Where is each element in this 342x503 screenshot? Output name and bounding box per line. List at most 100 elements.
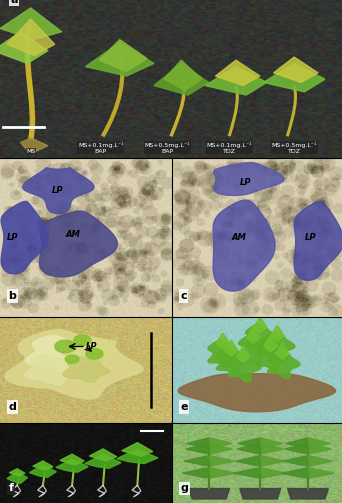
Polygon shape [86, 43, 154, 76]
Polygon shape [247, 327, 260, 344]
Polygon shape [0, 8, 62, 40]
Text: AM: AM [231, 233, 246, 242]
Polygon shape [234, 468, 262, 478]
Polygon shape [209, 438, 232, 448]
Polygon shape [264, 336, 277, 352]
Polygon shape [122, 443, 153, 456]
Polygon shape [214, 162, 284, 196]
Polygon shape [209, 456, 234, 466]
Polygon shape [23, 168, 94, 214]
Text: e: e [180, 402, 188, 412]
Polygon shape [164, 60, 202, 91]
Polygon shape [245, 323, 278, 353]
Text: LP: LP [240, 178, 251, 187]
Text: f: f [9, 483, 14, 493]
Polygon shape [260, 456, 285, 466]
Polygon shape [224, 340, 238, 356]
Polygon shape [99, 40, 147, 71]
Polygon shape [86, 349, 103, 359]
Polygon shape [253, 317, 267, 333]
Text: LP: LP [86, 342, 97, 351]
Polygon shape [26, 336, 96, 372]
Polygon shape [236, 347, 250, 362]
Polygon shape [1, 202, 49, 274]
Polygon shape [21, 138, 48, 152]
Polygon shape [10, 469, 25, 476]
Polygon shape [276, 344, 289, 359]
Polygon shape [308, 456, 333, 466]
Polygon shape [213, 200, 275, 291]
Text: g: g [180, 483, 188, 493]
Text: MS: MS [26, 149, 36, 154]
Polygon shape [281, 468, 310, 478]
Polygon shape [117, 449, 158, 464]
Polygon shape [0, 32, 48, 63]
Polygon shape [60, 454, 84, 465]
Polygon shape [55, 340, 76, 353]
Text: d: d [9, 402, 16, 412]
Polygon shape [235, 456, 262, 466]
Polygon shape [187, 438, 211, 448]
Polygon shape [283, 456, 310, 466]
Polygon shape [308, 438, 330, 448]
Polygon shape [7, 19, 55, 55]
Text: b: b [9, 291, 16, 301]
Polygon shape [85, 455, 121, 468]
Polygon shape [186, 444, 211, 454]
Polygon shape [238, 438, 262, 448]
Polygon shape [216, 333, 229, 349]
Polygon shape [209, 468, 236, 478]
Polygon shape [260, 438, 282, 448]
Polygon shape [74, 335, 91, 346]
Polygon shape [285, 444, 310, 454]
Polygon shape [237, 444, 262, 454]
Polygon shape [267, 350, 300, 379]
Polygon shape [63, 357, 110, 382]
Polygon shape [228, 353, 261, 382]
Polygon shape [208, 340, 240, 368]
Polygon shape [89, 449, 117, 461]
Polygon shape [7, 472, 27, 483]
Polygon shape [65, 355, 79, 363]
Polygon shape [216, 347, 249, 376]
Polygon shape [260, 444, 284, 454]
Polygon shape [288, 488, 328, 499]
Polygon shape [308, 468, 335, 478]
Polygon shape [189, 488, 229, 499]
Polygon shape [63, 334, 118, 362]
Polygon shape [271, 325, 284, 341]
Polygon shape [263, 63, 325, 92]
Polygon shape [239, 334, 271, 363]
Text: MS+0.5mg.L⁻¹
TDZ: MS+0.5mg.L⁻¹ TDZ [271, 142, 317, 154]
Polygon shape [182, 468, 211, 478]
Polygon shape [240, 488, 281, 499]
Polygon shape [154, 63, 209, 95]
Text: LP: LP [7, 233, 18, 242]
Text: a: a [10, 0, 18, 5]
Polygon shape [25, 355, 80, 385]
Polygon shape [286, 438, 310, 448]
Polygon shape [209, 444, 233, 454]
Polygon shape [215, 60, 260, 86]
Text: MS+0.1mg.L⁻¹
TDZ: MS+0.1mg.L⁻¹ TDZ [206, 142, 252, 154]
Polygon shape [205, 66, 267, 95]
Polygon shape [262, 332, 295, 361]
Polygon shape [56, 459, 88, 472]
Polygon shape [33, 461, 53, 470]
Polygon shape [308, 444, 331, 454]
Polygon shape [255, 343, 288, 371]
Text: LP: LP [52, 186, 63, 195]
Text: MS+0.1mg.L⁻¹
BAP: MS+0.1mg.L⁻¹ BAP [78, 142, 124, 154]
Polygon shape [294, 201, 342, 280]
Polygon shape [29, 465, 56, 477]
Polygon shape [178, 374, 336, 412]
Text: c: c [180, 291, 187, 301]
Text: MS+0.5mg.L⁻¹
BAP: MS+0.5mg.L⁻¹ BAP [145, 142, 190, 154]
Text: LP: LP [304, 233, 316, 242]
Polygon shape [274, 57, 318, 82]
Polygon shape [184, 456, 211, 466]
Polygon shape [260, 468, 287, 478]
Polygon shape [5, 330, 143, 399]
Polygon shape [39, 211, 117, 277]
Text: AM: AM [65, 230, 80, 239]
